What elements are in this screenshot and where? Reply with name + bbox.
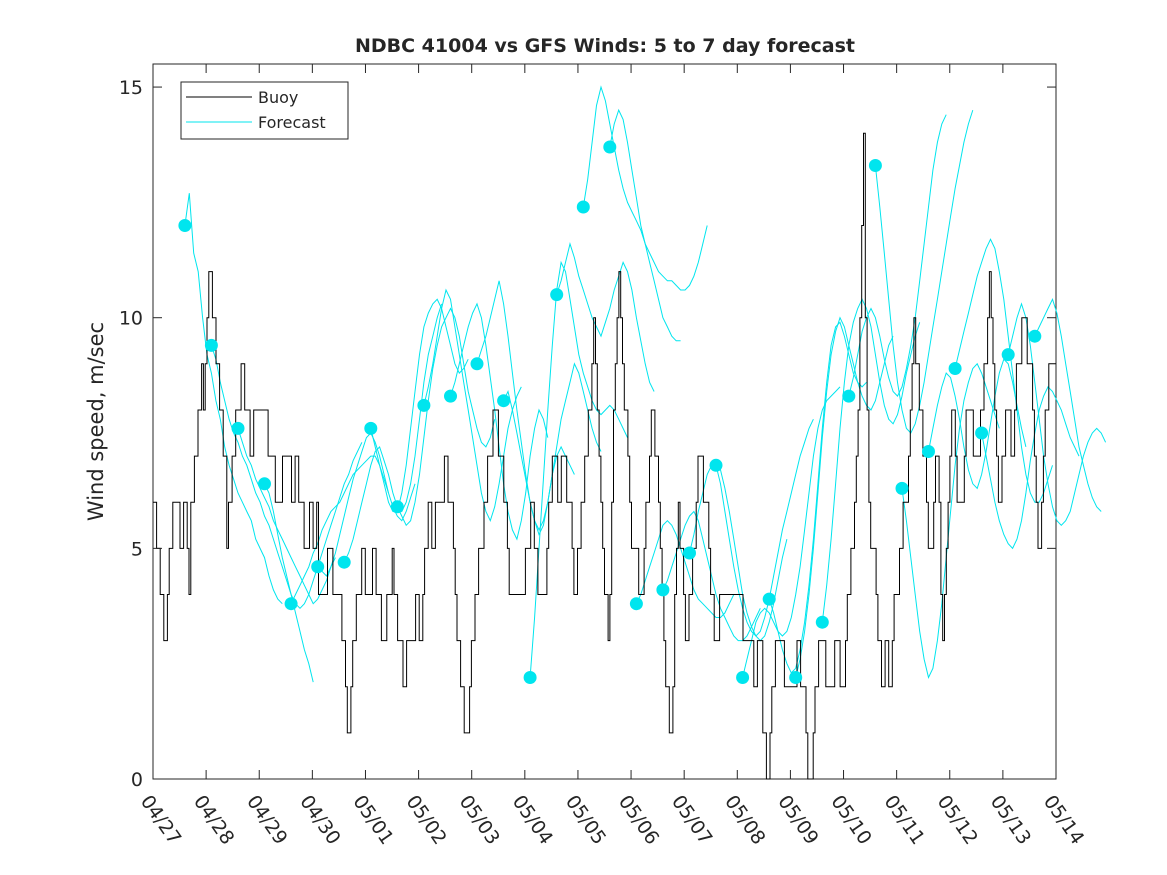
- forecast-start-dot-14: [550, 288, 564, 302]
- forecast-line-24: [821, 298, 921, 623]
- y-tick-label-10: 10: [119, 308, 143, 330]
- forecast-line-26: [874, 109, 974, 434]
- forecast-line-11: [476, 280, 575, 536]
- legend-label-buoy: Buoy: [258, 88, 298, 107]
- forecast-line-3: [264, 442, 363, 610]
- axes-box: [152, 63, 1057, 780]
- forecast-start-dot-20: [709, 458, 723, 472]
- legend-box: [180, 81, 349, 140]
- forecast-start-dot-29: [948, 362, 962, 375]
- forecast-start-dot-8: [390, 500, 404, 514]
- forecast-line-15: [582, 85, 681, 342]
- forecast-start-dot-23: [789, 671, 803, 684]
- forecast-line-1: [210, 345, 314, 683]
- forecast-start-dot-3: [258, 477, 271, 491]
- forecast-start-dot-25: [842, 389, 856, 403]
- forecast-start-dot-16: [603, 140, 617, 154]
- forecast-start-dot-31: [1001, 348, 1015, 362]
- forecast-start-dot-21: [736, 671, 750, 684]
- y-tick-label-0: 0: [131, 769, 143, 791]
- forecast-start-dot-0: [178, 219, 192, 232]
- forecast-line-4: [290, 455, 389, 604]
- forecast-line-17: [635, 519, 735, 618]
- forecast-start-dot-9: [417, 398, 431, 412]
- forecast-start-dot-10: [444, 389, 457, 403]
- y-axis-label: Wind speed, m/sec: [84, 322, 108, 521]
- forecast-line-14: [556, 242, 655, 392]
- forecast-start-dot-4: [284, 597, 298, 611]
- forecast-start-dot-13: [523, 671, 537, 684]
- forecast-dot-layer: [178, 140, 1042, 684]
- forecast-line-5: [317, 432, 416, 577]
- y-tick-label-5: 5: [131, 538, 143, 560]
- forecast-start-dot-11: [470, 357, 484, 371]
- forecast-line-10: [450, 302, 549, 541]
- forecast-start-dot-12: [497, 394, 511, 408]
- forecast-line-32: [1034, 297, 1102, 512]
- forecast-line-23: [795, 316, 894, 678]
- forecast-line-18: [662, 510, 761, 642]
- forecast-line-6: [343, 303, 443, 563]
- forecast-start-dot-5: [311, 560, 325, 574]
- forecast-start-dot-7: [364, 421, 378, 435]
- forecast-start-dot-27: [895, 481, 909, 495]
- buoy-line: [153, 132, 1056, 780]
- forecast-line-31: [1007, 302, 1107, 527]
- forecast-line-30: [981, 386, 1080, 550]
- forecast-start-dot-28: [922, 445, 935, 458]
- forecast-line-9: [423, 288, 522, 523]
- y-tick-label-15: 15: [119, 77, 143, 99]
- forecast-start-dot-18: [656, 583, 670, 597]
- forecast-line-2: [237, 428, 336, 605]
- forecast-start-dot-26: [868, 159, 882, 172]
- forecast-start-dot-6: [337, 555, 351, 569]
- forecast-line-8: [396, 307, 496, 527]
- forecast-line-0: [184, 193, 283, 605]
- forecast-start-dot-17: [629, 597, 643, 611]
- forecast-start-dot-24: [815, 615, 829, 629]
- forecast-start-dot-1: [204, 338, 218, 352]
- forecast-line-22: [768, 321, 867, 674]
- forecast-series-layer: [184, 85, 1107, 683]
- forecast-line-21: [742, 386, 841, 678]
- y-axis: 0 5 10 15: [119, 77, 1056, 791]
- forecast-line-20: [715, 418, 814, 637]
- forecast-line-13: [529, 260, 628, 678]
- legend-label-forecast: Forecast: [258, 113, 326, 132]
- chart-title: NDBC 41004 vs GFS Winds: 5 to 7 day fore…: [355, 35, 855, 57]
- forecast-start-dot-19: [683, 546, 696, 560]
- forecast-start-dot-30: [975, 426, 989, 440]
- forecast-start-dot-32: [1028, 329, 1042, 343]
- forecast-start-dot-2: [231, 421, 245, 435]
- plot-area: [152, 63, 1107, 780]
- forecast-start-dot-15: [576, 200, 590, 214]
- forecast-line-7: [370, 298, 469, 512]
- forecast-line-25: [848, 114, 947, 397]
- forecast-start-dot-22: [762, 592, 776, 606]
- forecast-line-16: [609, 108, 708, 291]
- forecast-line-28: [928, 358, 1027, 490]
- buoy-series-layer: [153, 132, 1056, 780]
- legend: Buoy Forecast: [180, 81, 349, 140]
- forecast-line-27: [901, 362, 1000, 679]
